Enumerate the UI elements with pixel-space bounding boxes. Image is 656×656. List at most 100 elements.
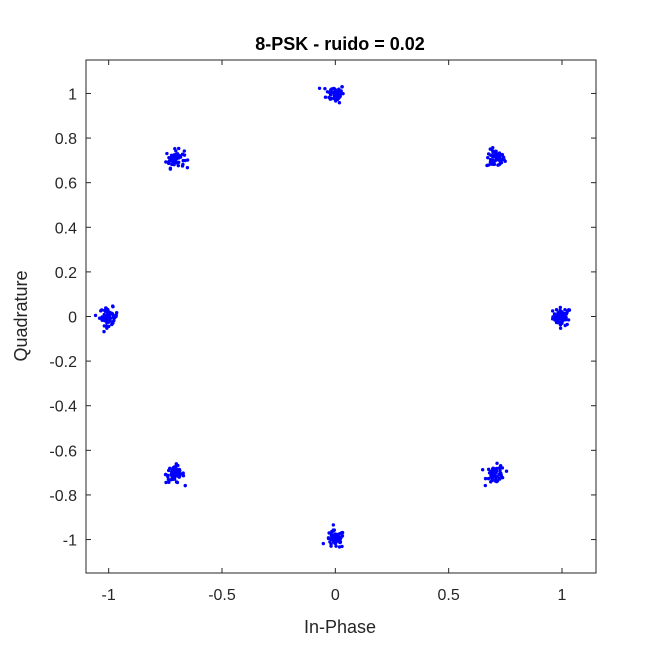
- data-point: [170, 474, 174, 479]
- data-point: [325, 90, 330, 94]
- data-point: [183, 483, 187, 488]
- data-point: [334, 544, 338, 548]
- data-point: [108, 316, 112, 321]
- data-point: [499, 473, 504, 478]
- data-point: [340, 85, 344, 89]
- data-point: [491, 155, 495, 159]
- data-point: [488, 147, 492, 151]
- data-point: [563, 313, 567, 317]
- data-point: [497, 466, 501, 470]
- y-tick-label: -0.6: [49, 443, 77, 460]
- data-point: [97, 316, 102, 320]
- data-point: [556, 315, 561, 319]
- data-point: [496, 163, 500, 167]
- data-point: [168, 158, 173, 163]
- data-point: [333, 541, 338, 545]
- data-point: [483, 483, 488, 488]
- data-point: [483, 476, 488, 481]
- y-tick-label: -0.4: [49, 399, 77, 416]
- plot-area: [85, 59, 597, 574]
- data-point: [491, 467, 495, 471]
- data-point: [499, 158, 503, 162]
- x-tick-label: 1: [558, 587, 567, 604]
- data-point: [331, 90, 335, 95]
- data-point: [496, 157, 501, 161]
- data-point: [167, 468, 171, 473]
- data-point: [335, 535, 340, 540]
- data-point: [329, 537, 333, 542]
- data-point: [165, 151, 169, 156]
- data-point: [323, 95, 328, 99]
- data-point: [169, 153, 174, 158]
- data-point: [487, 471, 492, 475]
- data-point: [337, 101, 342, 105]
- data-point: [107, 312, 111, 316]
- data-point: [111, 312, 115, 317]
- data-point: [331, 523, 336, 527]
- data-point: [499, 160, 504, 165]
- x-axis: -1 -0.5 0 0.5 1: [102, 60, 567, 604]
- data-point: [172, 477, 177, 481]
- x-tick-label: 0.5: [438, 587, 460, 604]
- data-point: [504, 469, 509, 473]
- data-point: [323, 86, 327, 91]
- data-point: [176, 163, 181, 168]
- data-point: [114, 310, 119, 315]
- data-point: [337, 539, 342, 543]
- data-point: [317, 86, 322, 91]
- y-tick-label: 0.8: [55, 131, 77, 148]
- data-point: [490, 158, 494, 163]
- data-point: [334, 88, 338, 93]
- data-point: [557, 310, 561, 315]
- data-point: [181, 471, 185, 475]
- data-point: [554, 308, 559, 312]
- data-point: [174, 467, 178, 472]
- data-point: [330, 529, 334, 534]
- data-point: [170, 162, 174, 167]
- data-point: [181, 473, 186, 478]
- data-point: [321, 541, 326, 546]
- data-point: [111, 305, 115, 309]
- data-point: [106, 319, 110, 324]
- data-point: [563, 307, 567, 312]
- data-point: [486, 163, 491, 167]
- y-axis-label: Quadrature: [11, 270, 31, 361]
- data-point: [327, 531, 331, 535]
- data-point: [560, 321, 564, 325]
- data-point: [491, 471, 495, 476]
- data-point: [566, 318, 571, 322]
- data-point: [177, 475, 181, 479]
- data-point: [114, 314, 118, 318]
- data-point: [489, 474, 493, 479]
- data-point: [340, 544, 344, 549]
- x-tick-label: -0.5: [208, 587, 236, 604]
- y-tick-label: -0.2: [49, 354, 77, 371]
- data-point: [486, 467, 491, 472]
- data-point: [102, 324, 107, 328]
- y-tick-label: 0: [68, 310, 77, 327]
- data-point: [326, 536, 331, 540]
- y-tick-label: 0.4: [55, 220, 77, 237]
- data-point: [498, 463, 503, 468]
- data-point: [563, 317, 568, 322]
- data-point: [558, 326, 563, 330]
- data-point: [103, 316, 107, 321]
- data-point: [171, 466, 176, 470]
- data-point: [480, 467, 485, 472]
- data-point: [164, 480, 168, 485]
- data-point: [553, 318, 557, 322]
- data-point: [175, 480, 180, 485]
- data-point: [164, 160, 168, 164]
- data-point: [492, 162, 497, 167]
- y-tick-label: -0.8: [49, 488, 77, 505]
- data-point: [490, 478, 494, 483]
- data-point: [181, 158, 185, 163]
- data-point: [111, 321, 115, 325]
- data-point: [495, 461, 499, 465]
- data-point: [104, 306, 108, 310]
- data-point: [182, 149, 187, 153]
- data-point: [166, 477, 171, 482]
- data-point: [493, 479, 497, 483]
- data-point: [557, 320, 562, 324]
